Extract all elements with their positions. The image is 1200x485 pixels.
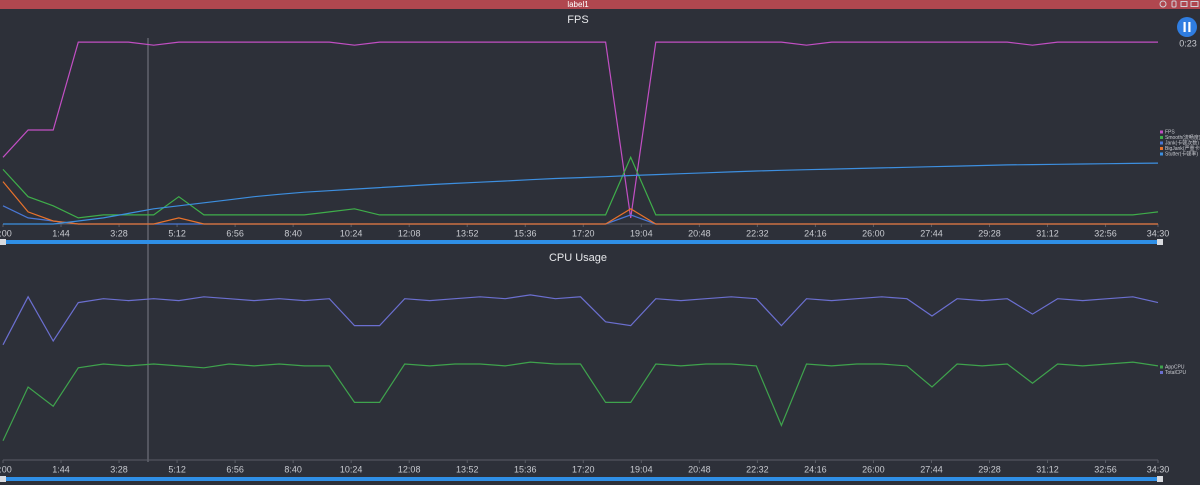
legend-swatch (1160, 130, 1163, 134)
x-tick-label: 12:08 (398, 228, 421, 238)
x-tick-label: 1:44 (52, 228, 70, 238)
icon[interactable] (1159, 0, 1167, 8)
x-tick-label: 27:44 (920, 464, 943, 474)
x-tick-label: 8:40 (284, 228, 302, 238)
x-tick-label: 3:28 (110, 228, 128, 238)
x-tick-label: 19:04 (630, 464, 653, 474)
x-tick-label: 13:52 (456, 228, 479, 238)
legend-swatch (1160, 152, 1163, 156)
x-tick-label: 34:30 (1147, 464, 1170, 474)
timer: 0:23 (1179, 38, 1197, 48)
x-tick-label: 13:52 (456, 464, 479, 474)
x-tick-label: 12:08 (398, 464, 421, 474)
scroll-handle[interactable] (0, 476, 6, 482)
x-tick-label: 29:28 (978, 228, 1001, 238)
icon[interactable] (1180, 1, 1188, 7)
x-tick-label: 22:32 (746, 228, 769, 238)
legend-label: AppCPU (1165, 364, 1185, 370)
legend-swatch (1160, 147, 1163, 150)
x-tick-label: 17:20 (572, 228, 595, 238)
scroll-handle[interactable] (1157, 239, 1163, 245)
x-tick-label: 8:40 (284, 464, 302, 474)
x-tick-label: 32:56 (1094, 228, 1117, 238)
x-tick-label: 24:16 (804, 464, 827, 474)
scroll-track[interactable] (4, 477, 1160, 481)
x-tick-label: 32:56 (1094, 464, 1117, 474)
toolbar-icons[interactable] (1159, 0, 1199, 8)
x-tick-label: 31:12 (1036, 464, 1059, 474)
series-line (2, 181, 1158, 225)
legend-label: Stutter(卡顿率) (1165, 150, 1198, 157)
x-tick-label: 6:56 (226, 464, 244, 474)
x-tick-label: 26:00 (862, 464, 885, 474)
scroll-handle[interactable] (1157, 476, 1163, 482)
legend-swatch (1160, 141, 1163, 145)
legend-label: Jank(卡顿次数) (1165, 139, 1199, 146)
legend-swatch (1160, 136, 1163, 139)
x-tick-label: 10:24 (340, 228, 363, 238)
legend-swatch (1160, 365, 1163, 369)
x-tick-label: 5:12 (168, 464, 186, 474)
scrollbar[interactable] (0, 476, 1163, 482)
x-tick-label: 19:04 (630, 228, 653, 238)
x-tick-label: 1:44 (52, 464, 70, 474)
x-tick-label: 26:00 (862, 228, 885, 238)
x-tick-label: 0:00 (0, 464, 12, 474)
icon[interactable] (1190, 1, 1199, 7)
x-tick-label: 31:12 (1036, 228, 1059, 238)
series-line (2, 41, 1158, 218)
header-title: label1 (567, 0, 589, 9)
scroll-track[interactable] (4, 240, 1160, 244)
header-bar (0, 0, 1200, 9)
x-tick-label: 17:20 (572, 464, 595, 474)
series-line (2, 361, 1159, 442)
x-tick-label: 15:36 (514, 464, 537, 474)
legend-label: Smooth(流畅度) (1165, 134, 1200, 141)
icon[interactable] (1171, 0, 1177, 8)
legend-label: FPS (1165, 129, 1175, 135)
x-tick-label: 3:28 (110, 464, 128, 474)
scrollbar[interactable] (0, 239, 1163, 245)
legend-label: BigJank(严重卡顿) (1165, 145, 1200, 152)
chart-title: FPS (567, 14, 588, 26)
x-tick-label: 34:30 (1147, 228, 1170, 238)
x-tick-label: 20:48 (688, 228, 711, 238)
scroll-handle[interactable] (0, 239, 6, 245)
x-tick-label: 0:00 (0, 228, 12, 238)
pause-bar[interactable] (1188, 22, 1191, 32)
pause-circle[interactable] (1177, 17, 1197, 37)
x-tick-label: 5:12 (168, 228, 186, 238)
x-tick-label: 22:32 (746, 464, 769, 474)
x-tick-label: 15:36 (514, 228, 537, 238)
x-tick-label: 20:48 (688, 464, 711, 474)
x-tick-label: 6:56 (226, 228, 244, 238)
series-line (2, 294, 1159, 346)
x-tick-label: 29:28 (978, 464, 1001, 474)
legend-label: TotalCPU (1165, 370, 1187, 376)
pause-bar[interactable] (1183, 22, 1186, 32)
legend-swatch (1160, 371, 1163, 374)
series-line (2, 155, 1159, 219)
x-tick-label: 24:16 (804, 228, 827, 238)
series-line (3, 162, 1159, 225)
pause-button[interactable] (1177, 17, 1197, 37)
x-tick-label: 27:44 (920, 228, 943, 238)
x-tick-label: 10:24 (340, 464, 363, 474)
chart-title: CPU Usage (549, 252, 607, 264)
